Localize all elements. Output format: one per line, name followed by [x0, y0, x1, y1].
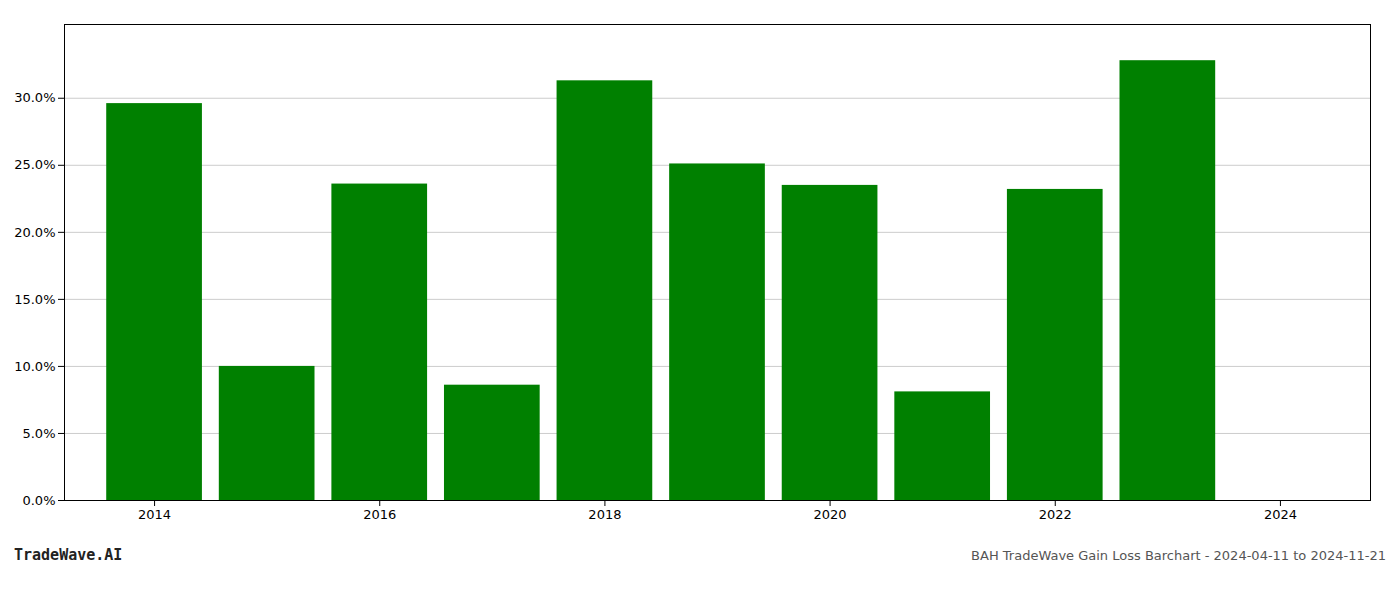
svg-text:2020: 2020 [814, 507, 847, 522]
html-text:BAH TradeWave Gain Loss Barcha: BAH TradeWave Gain Loss Barchart - 2024-… [971, 548, 1386, 563]
svg-text:25.0%: 25.0% [14, 157, 55, 172]
svg-text:20.0%: 20.0% [14, 224, 55, 239]
svg-text:2018: 2018 [588, 507, 621, 522]
svg-text:2024: 2024 [1264, 507, 1297, 522]
svg-text:10.0%: 10.0% [14, 359, 55, 374]
svg-text:5.0%: 5.0% [22, 426, 55, 441]
svg-text:0.0%: 0.0% [22, 493, 55, 508]
svg-text:2022: 2022 [1039, 507, 1072, 522]
svg-text:2014: 2014 [138, 507, 171, 522]
svg-text:2016: 2016 [363, 507, 396, 522]
html-text:TradeWave.AI: TradeWave.AI [14, 546, 123, 564]
svg-text:30.0%: 30.0% [14, 90, 55, 105]
svg-text:15.0%: 15.0% [14, 292, 55, 307]
